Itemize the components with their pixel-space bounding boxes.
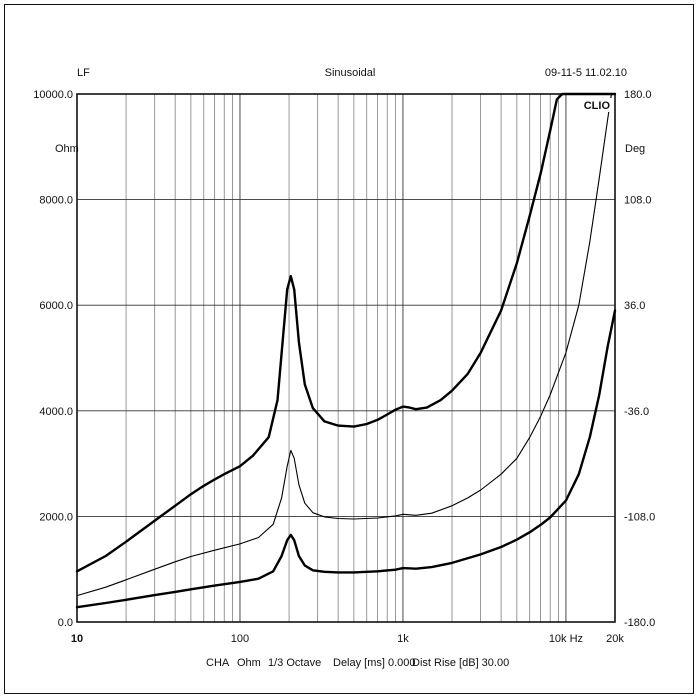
footer-smoothing: 1/3 Octave [268,657,321,669]
y-tick-label: 8000.0 [39,195,73,207]
clio-badge: CLIO [584,100,611,112]
tick-labels: 0.0 2000.0 4000.0 6000.0 8000.0 10000.0 -180.0… [33,89,655,645]
impedance-curve-2 [76,93,612,597]
left-unit-label: Ohm [55,143,79,155]
y2-tick-label: 108.0 [624,195,652,207]
footer-delay: Delay [ms] 0.000 [333,657,416,669]
y-tick-label: 4000.0 [39,406,73,418]
x-tick-label: 1k [397,633,409,645]
header-timestamp: 09-11-5 11.02.10 [545,67,627,79]
x-tick-label: 10k Hz [549,633,583,645]
y-tick-label: 6000.0 [39,300,73,312]
curves [75,92,617,609]
grid [77,94,615,622]
y2-tick-label: -108.0 [624,511,655,523]
footer-unit: Ohm [237,657,261,669]
plot-border [76,93,616,623]
y-tick-label: 10000.0 [33,89,73,101]
y2-tick-label: 36.0 [624,300,645,312]
footer-dist-rise: Dist Rise [dB] 30.00 [412,657,509,669]
x-tick-label: 10 [71,633,83,645]
x-tick-label: 100 [231,633,249,645]
y-tick-label: 0.0 [58,617,73,629]
y2-tick-label: 180.0 [624,89,652,101]
y2-tick-label: -36.0 [624,406,649,418]
x-tick-label: 20k [606,633,624,645]
header-left: LF [77,67,90,79]
y-tick-label: 2000.0 [39,511,73,523]
impedance-curve-1 [75,92,617,573]
right-unit-label: Deg [625,143,645,155]
impedance-curve-3 [75,309,617,609]
footer-channel: CHA [206,657,230,669]
header-title: Sinusoidal [325,67,376,79]
clio-badge-bg [582,98,612,112]
y2-tick-label: -180.0 [624,617,655,629]
chart-frame [4,4,694,694]
